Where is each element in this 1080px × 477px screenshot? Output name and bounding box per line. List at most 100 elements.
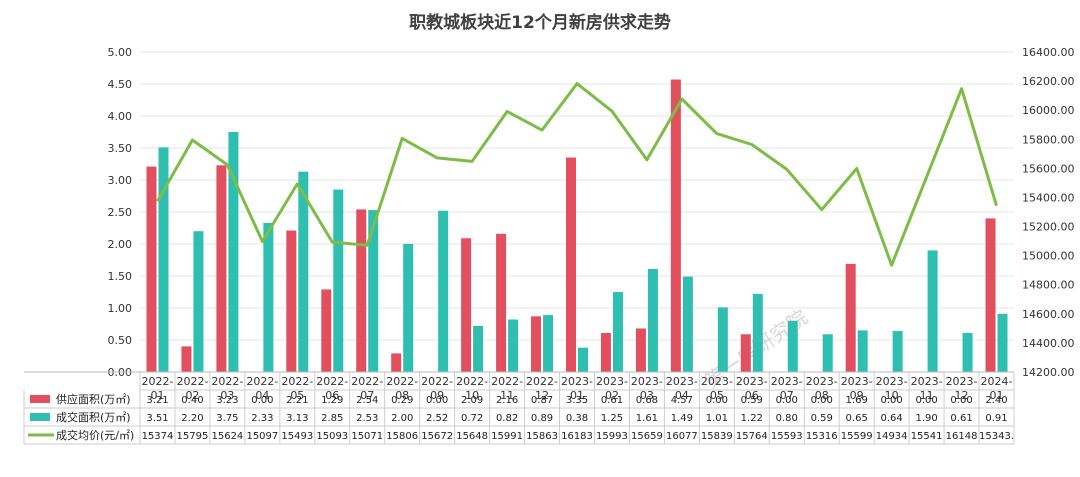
bar-deal [193, 231, 204, 372]
x-axis-tick-label: 02 [605, 389, 619, 402]
bar-supply [985, 218, 996, 372]
right-axis-tick-label: 14600.00 [1022, 308, 1075, 321]
legend-label: 成交面积(万㎡) [56, 410, 131, 424]
x-axis-tick-label: 2022- [141, 375, 173, 388]
right-axis-tick-label: 14200.00 [1022, 366, 1075, 379]
x-axis-tick-label: 04 [675, 389, 689, 402]
data-label: 1.49 [671, 413, 693, 424]
bar-supply [566, 157, 576, 372]
x-axis-tick-label: 11 [500, 389, 514, 402]
data-label: 1.25 [601, 413, 623, 424]
data-label: 0.61 [601, 395, 623, 406]
data-label: 3.13 [286, 413, 308, 424]
data-label: 0.00 [950, 395, 972, 406]
left-axis-tick-label: 2.50 [108, 206, 133, 219]
bar-deal [997, 313, 1008, 372]
left-axis-tick-label: 2.00 [108, 238, 133, 251]
bar-deal [438, 210, 449, 372]
data-label: 2.54 [356, 395, 378, 406]
bar-supply [286, 230, 297, 372]
data-label: 15648 [456, 431, 488, 442]
data-label: 2.33 [251, 413, 273, 424]
bar-deal [543, 315, 554, 372]
right-axis-tick-label: 14400.00 [1022, 337, 1075, 350]
x-axis-tick-label: 08 [815, 389, 829, 402]
data-label: 2.40 [985, 395, 1007, 406]
left-axis-tick-label: 1.00 [108, 302, 133, 315]
right-axis-tick-label: 16400.00 [1022, 46, 1075, 59]
x-axis-tick-label: 2023- [736, 375, 768, 388]
data-label: 2.52 [426, 413, 448, 424]
data-label: 15097 [246, 431, 278, 442]
data-label: 0.65 [846, 413, 868, 424]
bar-deal [298, 171, 309, 372]
data-label: 16148 [946, 431, 978, 442]
data-label: 0.38 [566, 413, 588, 424]
right-axis-tick-label: 14800.00 [1022, 279, 1075, 292]
bar-deal [263, 222, 274, 372]
data-label: 0.00 [881, 395, 903, 406]
bar-supply [461, 238, 472, 372]
left-axis-tick-label: 3.00 [108, 174, 133, 187]
bar-supply [496, 233, 507, 372]
line-avg-price [156, 82, 998, 267]
data-label: 15316 [806, 431, 838, 442]
x-axis-tick-label: 06 [325, 389, 339, 402]
x-axis-tick-label: 03 [220, 389, 234, 402]
data-label: 15624 [211, 431, 243, 442]
x-axis-tick-label: 2023- [946, 375, 978, 388]
data-label: 15374 [142, 431, 174, 442]
x-axis-tick-label: 09 [850, 389, 864, 402]
bar-deal [647, 268, 658, 372]
bar-deal [578, 347, 588, 372]
data-label: 2.20 [181, 413, 203, 424]
right-axis-tick-label: 15000.00 [1022, 250, 1075, 263]
left-axis-tick-label: 5.00 [108, 46, 133, 59]
bar-deal [822, 334, 833, 372]
data-label: 0.80 [776, 413, 798, 424]
bar-supply [216, 165, 227, 372]
data-label: 0.00 [811, 395, 833, 406]
x-axis-tick-label: 01 [150, 389, 164, 402]
x-axis-tick-label: 2024- [981, 375, 1013, 388]
x-axis-tick-label: 2023- [666, 375, 698, 388]
data-label: 1.90 [915, 413, 937, 424]
x-axis-tick-label: 12 [535, 389, 549, 402]
x-axis-tick-label: 2023- [771, 375, 803, 388]
bar-supply [670, 79, 681, 373]
x-axis-tick-label: 2022- [281, 375, 313, 388]
data-label: 15991 [491, 431, 523, 442]
data-label: 0.00 [776, 395, 798, 406]
data-label: 0.87 [531, 395, 553, 406]
bar-deal [228, 132, 239, 372]
data-label: 1.29 [321, 395, 343, 406]
data-label: 16183 [561, 431, 593, 442]
chart-title: 职教城板块近12个月新房供求走势 [409, 13, 671, 33]
bar-deal [927, 250, 938, 372]
bar-supply [391, 353, 402, 372]
data-label: 15343. [979, 431, 1014, 442]
data-label: 2.00 [391, 413, 413, 424]
data-label: 1.22 [741, 413, 763, 424]
x-axis-tick-label: 2023- [701, 375, 733, 388]
bar-deal [892, 331, 903, 372]
bar-deal [158, 147, 169, 372]
left-axis-tick-label: 1.50 [108, 270, 133, 283]
right-axis-tick-label: 15200.00 [1022, 221, 1075, 234]
bar-deal [333, 189, 344, 372]
left-axis-tick-label: 0.50 [108, 334, 133, 347]
x-axis-tick-label: 07 [360, 389, 374, 402]
bar-supply [845, 263, 856, 372]
data-label: 15541 [911, 431, 943, 442]
x-axis-tick-label: 2023- [911, 375, 943, 388]
data-label: 0.61 [950, 413, 972, 424]
x-axis-tick-label: 2022- [316, 375, 348, 388]
right-axis-tick-label: 15800.00 [1022, 133, 1075, 146]
x-axis-tick-label: 01 [990, 389, 1004, 402]
left-axis-tick-label: 3.50 [108, 142, 133, 155]
data-label: 1.61 [636, 413, 658, 424]
bar-deal [612, 292, 623, 372]
x-axis-tick-label: 09 [430, 389, 444, 402]
bar-deal [473, 325, 484, 372]
